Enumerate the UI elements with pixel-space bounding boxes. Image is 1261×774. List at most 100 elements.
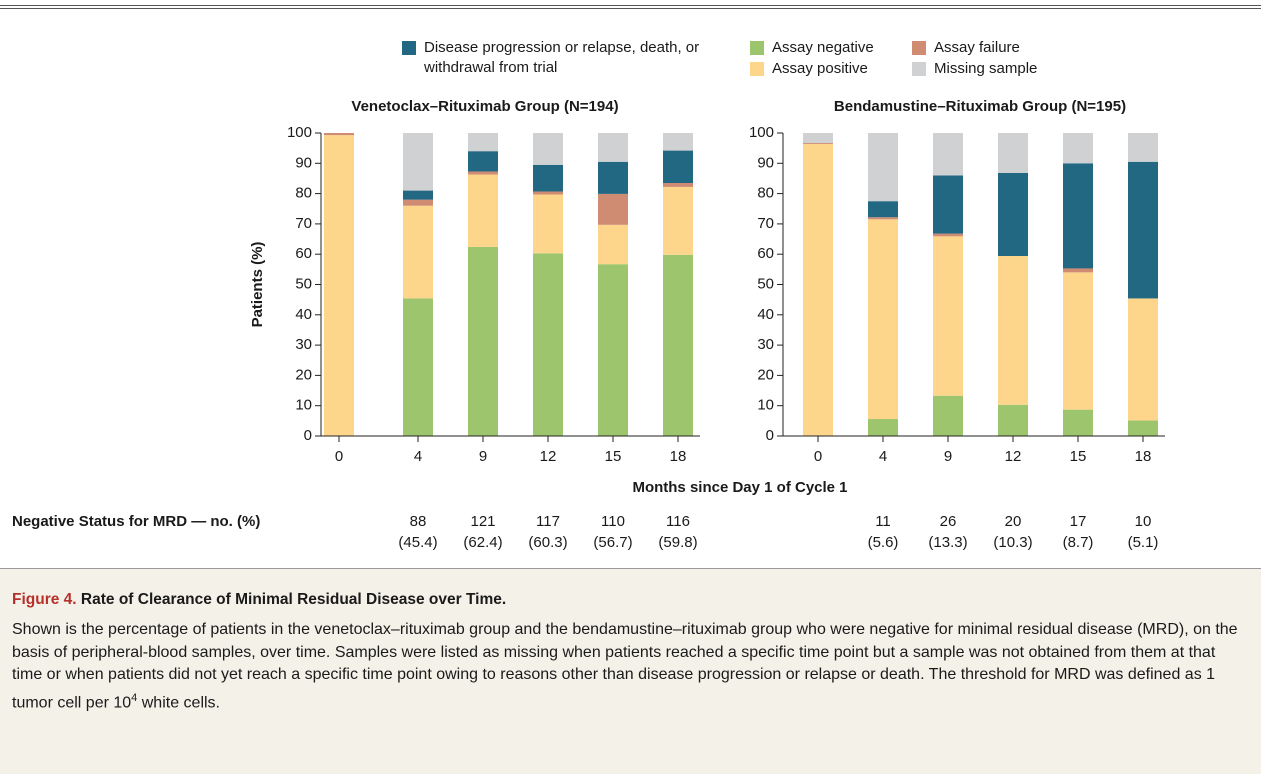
y-tick-label: 40 xyxy=(295,306,312,323)
legend-swatch xyxy=(750,41,764,55)
caption-box: Figure 4. Rate of Clearance of Minimal R… xyxy=(0,568,1261,774)
bar-segment xyxy=(403,205,433,299)
bar-segment xyxy=(1063,272,1093,410)
bar-segment xyxy=(1128,161,1158,299)
bar-segment xyxy=(868,133,898,202)
bar-segment xyxy=(468,171,498,175)
x-tick-label: 4 xyxy=(414,448,422,465)
bar-segment xyxy=(533,191,563,195)
bar-segment xyxy=(803,133,833,143)
legend-swatch xyxy=(750,62,764,76)
bar-segment xyxy=(933,233,963,237)
x-tick-label: 15 xyxy=(1070,448,1087,465)
mrd-count: 121 xyxy=(470,513,495,530)
figure-title: Rate of Clearance of Minimal Residual Di… xyxy=(80,591,507,608)
legend-label: Assay positive xyxy=(772,60,868,77)
legend-swatch xyxy=(402,41,416,55)
bar-segment xyxy=(324,133,354,136)
mrd-percent: (10.3) xyxy=(993,534,1032,551)
x-tick-label: 0 xyxy=(814,448,822,465)
bar-segment xyxy=(533,253,563,436)
bar-segment xyxy=(868,217,898,220)
chart-title: Venetoclax–Rituximab Group (N=194) xyxy=(351,98,618,115)
legend-swatch xyxy=(912,62,926,76)
mrd-percent: (45.4) xyxy=(398,534,437,551)
bar-segment xyxy=(1063,133,1093,164)
caption-text: Shown is the percentage of patients in t… xyxy=(12,621,1238,711)
chart-title: Bendamustine–Rituximab Group (N=195) xyxy=(834,98,1126,115)
x-tick-label: 9 xyxy=(479,448,487,465)
y-tick-label: 20 xyxy=(295,366,312,383)
y-tick-label: 100 xyxy=(287,124,312,141)
chart: Venetoclax–Rituximab Group (N=194) 0 10 20 3… xyxy=(12,98,1165,551)
mrd-percent: (59.8) xyxy=(658,534,697,551)
bar-segment xyxy=(803,142,833,144)
y-tick-label: 60 xyxy=(757,245,774,262)
x-tick-label: 4 xyxy=(879,448,887,465)
legend-swatch xyxy=(912,41,926,55)
superscript: 4 xyxy=(131,691,138,704)
mrd-count: 11 xyxy=(875,513,891,530)
bar-segment xyxy=(1063,409,1093,436)
mrd-count: 88 xyxy=(410,513,427,530)
bar-segment xyxy=(1128,133,1158,162)
y-tick-label: 80 xyxy=(295,185,312,202)
mrd-count: 20 xyxy=(1005,513,1022,530)
bar-segment xyxy=(998,256,1028,405)
legend-label: Assay negative xyxy=(772,39,874,56)
y-tick-label: 80 xyxy=(757,185,774,202)
y-tick-label: 10 xyxy=(757,397,774,414)
mrd-percent: (8.7) xyxy=(1063,534,1094,551)
bar-segment xyxy=(598,224,628,265)
bar-segment xyxy=(533,133,563,165)
bar-segment xyxy=(324,135,354,436)
mrd-count: 117 xyxy=(536,513,560,530)
caption-body: Shown is the percentage of patients in t… xyxy=(12,619,1248,714)
y-tick-label: 90 xyxy=(757,154,774,171)
bar-segment xyxy=(468,246,498,436)
x-tick-label: 15 xyxy=(605,448,622,465)
bar-segment xyxy=(933,236,963,396)
bar-segment xyxy=(468,174,498,247)
bar-segment xyxy=(663,150,693,183)
bar-segment xyxy=(533,164,563,192)
bar-segment xyxy=(598,193,628,225)
bar-segment xyxy=(598,161,628,194)
bar-segment xyxy=(663,254,693,436)
bar-segment xyxy=(998,133,1028,173)
mrd-count: 10 xyxy=(1135,513,1152,530)
caption-heading: Figure 4. Rate of Clearance of Minimal R… xyxy=(12,591,506,609)
bar-segment xyxy=(933,175,963,234)
y-tick-label: 0 xyxy=(304,427,312,444)
y-tick-label: 70 xyxy=(295,215,312,232)
y-tick-label: 20 xyxy=(757,366,774,383)
mrd-percent: (56.7) xyxy=(593,534,632,551)
x-tick-label: 12 xyxy=(540,448,557,465)
bar-segment xyxy=(403,298,433,436)
bar-segment xyxy=(868,419,898,436)
y-axis-label: Patients (%) xyxy=(249,242,266,328)
x-tick-label: 0 xyxy=(335,448,343,465)
figure-label: Figure 4. xyxy=(12,591,77,608)
y-tick-label: 0 xyxy=(766,427,774,444)
bar-segment xyxy=(663,186,693,255)
legend-label: Missing sample xyxy=(934,60,1038,77)
y-tick-label: 100 xyxy=(749,124,774,141)
bar-segment xyxy=(468,151,498,172)
bar-segment xyxy=(933,133,963,176)
bar-segment xyxy=(403,190,433,200)
mrd-percent: (60.3) xyxy=(528,534,567,551)
bar-segment xyxy=(1128,420,1158,436)
bar-segment xyxy=(803,143,833,436)
bar-segment xyxy=(998,404,1028,436)
y-tick-label: 60 xyxy=(295,245,312,262)
mrd-percent: (13.3) xyxy=(928,534,967,551)
bar-segment xyxy=(663,182,693,187)
bar-segment xyxy=(868,219,898,420)
mrd-count: 116 xyxy=(666,513,690,530)
y-tick-label: 70 xyxy=(757,215,774,232)
legend-label: Disease progression or relapse, death, o… xyxy=(424,39,700,76)
legend-label: Assay failure xyxy=(934,39,1020,56)
mrd-count: 26 xyxy=(940,513,957,530)
